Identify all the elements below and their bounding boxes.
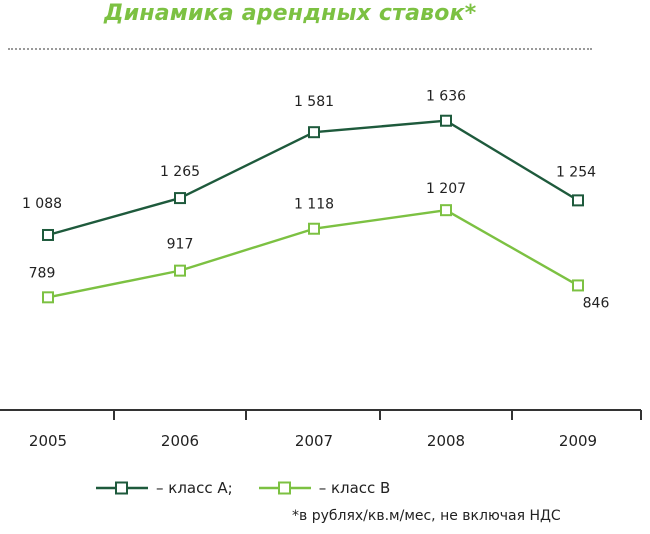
data-label-class-a-2006: 1 265 (160, 164, 200, 180)
legend-swatch-class-b (258, 481, 311, 495)
data-label-class-a-2009: 1 254 (556, 164, 596, 180)
point-class-a-2008 (440, 114, 452, 127)
x-tick-label-2006: 2006 (161, 432, 199, 450)
data-label-class-b-2009: 846 (583, 295, 610, 311)
point-class-b-2007 (308, 222, 320, 235)
data-label-class-b-2005: 789 (29, 265, 56, 281)
footnote: *в рублях/кв.м/мес, не включая НДС (292, 508, 561, 524)
data-label-class-a-2005: 1 088 (22, 196, 62, 212)
x-tick-label-2009: 2009 (559, 432, 597, 450)
legend-item-class-a: – класс А; (96, 479, 233, 497)
legend: – класс А; – класс В (96, 478, 416, 498)
x-tick-label-2008: 2008 (427, 432, 465, 450)
legend-label-class-b: – класс В (318, 479, 391, 497)
point-class-b-2008 (440, 204, 452, 217)
legend-swatch-class-a (96, 481, 148, 495)
point-class-a-2007 (308, 126, 320, 139)
legend-item-class-b: – класс В (258, 479, 391, 497)
title-divider (8, 48, 592, 50)
data-label-class-b-2008: 1 207 (426, 181, 466, 197)
point-class-b-2009 (572, 279, 584, 292)
point-class-b-2005 (42, 291, 54, 304)
x-tick-label-2005: 2005 (29, 432, 67, 450)
data-label-class-b-2007: 1 118 (294, 197, 334, 213)
data-label-class-b-2006: 917 (167, 237, 194, 253)
data-label-class-a-2008: 1 636 (426, 89, 466, 105)
chart-title: Динамика арендных ставок* (104, 1, 477, 26)
legend-label-class-a: – класс А; (156, 479, 233, 497)
point-class-a-2006 (174, 192, 186, 205)
point-class-a-2009 (572, 194, 584, 207)
point-class-b-2006 (174, 264, 186, 277)
point-class-a-2005 (42, 228, 54, 241)
x-tick-label-2007: 2007 (295, 432, 333, 450)
data-label-class-a-2007: 1 581 (294, 94, 334, 110)
